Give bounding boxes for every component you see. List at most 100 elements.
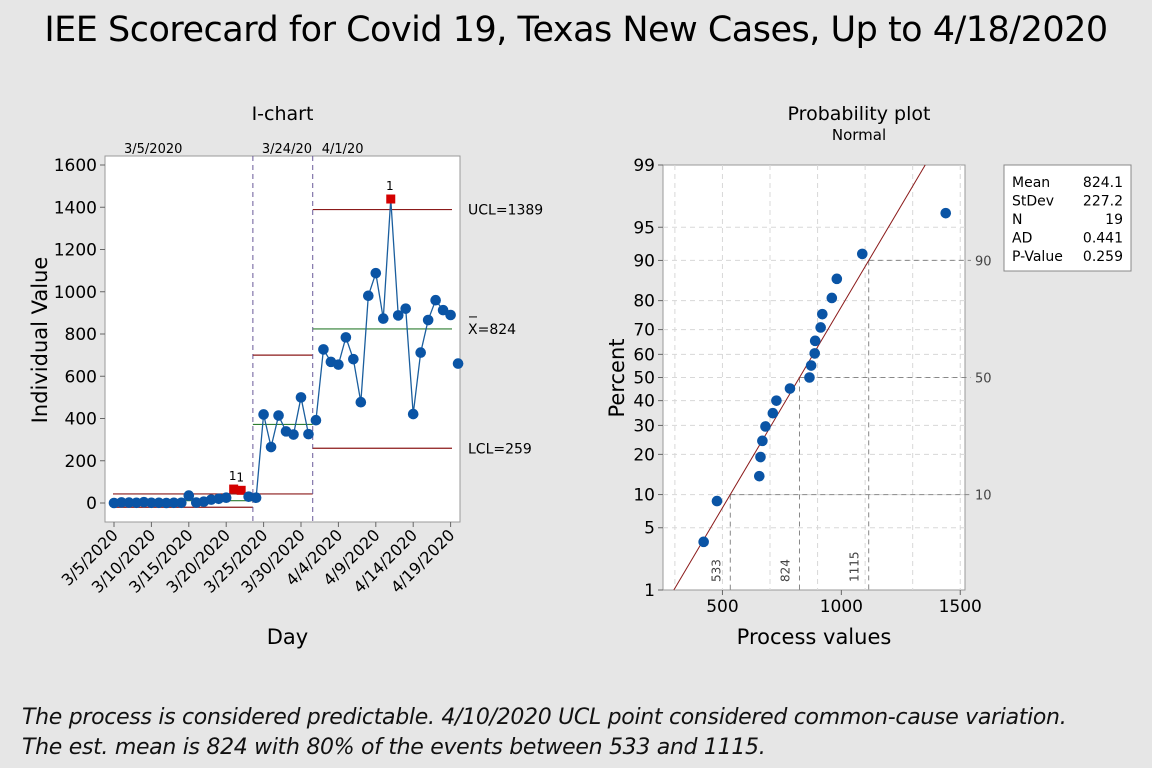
data-point [348,353,359,365]
y-tick-label: 1400 [54,198,97,218]
ref-value-label: 533 [709,559,723,582]
data-point [123,497,135,508]
data-point [161,497,172,509]
prob-data-point [804,372,815,383]
prob-y-tick-label: 10 [633,486,655,506]
data-point [445,309,456,321]
prob-y-tick-label: 95 [633,218,655,238]
data-point [295,392,307,403]
data-point [153,497,165,509]
rule-flag-label: 1 [386,179,394,193]
prob-data-point [698,536,709,548]
stats-value: 19 [1105,212,1123,228]
prob-data-point [757,435,768,447]
i-chart-x-label: Day [267,625,308,649]
data-point [318,344,329,355]
data-point [258,409,269,420]
stats-legend-box [1003,164,1132,272]
prob-x-label: Process values [737,625,892,649]
prob-y-tick-label: 99 [633,156,655,176]
data-point [310,414,322,426]
prob-y-tick-label: 20 [633,445,655,465]
data-point [265,441,277,453]
data-point [176,497,187,509]
data-point [415,347,426,358]
data-point [250,492,262,504]
prob-data-point [826,292,838,304]
lcl-label: LCL=259 [468,441,532,457]
stage-label: 3/24/20 [262,142,312,157]
footnote-line-1: The process is considered predictable. 4… [22,705,1067,730]
data-point [363,290,374,302]
footnote: The process is considered predictable. 4… [22,703,1067,763]
prob-plot-title: Probability plot [788,103,931,125]
data-point [183,490,195,501]
footnote-line-2: The est. mean is 824 with 80% of the eve… [22,735,766,760]
stats-label: N [1012,212,1022,228]
prob-data-point [831,273,843,285]
y-tick-label: 600 [65,367,97,387]
prob-data-point [755,451,766,463]
main-title: IEE Scorecard for Covid 19, Texas New Ca… [44,10,1108,50]
data-point [407,408,419,420]
prob-y-tick-label: 5 [644,519,655,539]
mean-label: X=824 [468,322,516,338]
prob-data-point [754,470,765,482]
prob-y-tick-label: 1 [644,581,655,601]
data-point [392,310,404,321]
data-point [430,294,441,306]
data-point [303,428,314,440]
prob-x-tick-label: 1000 [820,597,863,617]
y-tick-label: 0 [86,494,97,514]
i-chart-plot-area [104,155,461,523]
prob-data-point [805,360,817,371]
prob-y-tick-label: 50 [633,369,655,389]
rule-flag-label: 1 [229,469,237,483]
i-chart-title: I-chart [252,103,314,125]
stats-value: 824.1 [1083,175,1123,191]
y-tick-label: 1600 [54,156,97,176]
prob-data-point [771,395,782,406]
ref-value-label: 824 [778,559,792,582]
prob-data-point [784,383,796,394]
prob-data-point [856,248,868,260]
prob-data-point [760,421,771,432]
ref-percent-label: 50 [975,372,992,387]
i-chart-y-label: Individual Value [28,257,52,424]
ref-percent-label: 90 [975,254,992,269]
prob-y-tick-label: 60 [633,345,655,365]
data-point [355,396,367,408]
prob-y-tick-label: 30 [633,416,655,436]
stage-label: 4/1/20 [322,142,364,157]
out-of-control-point [236,485,246,495]
prob-data-point [809,348,821,359]
out-of-control-point [386,194,396,204]
prob-data-point [711,495,723,507]
stats-value: 0.259 [1083,249,1123,265]
prob-data-point [809,335,821,347]
data-point [340,332,352,343]
data-point [273,410,284,421]
data-point [288,429,299,440]
prob-y-tick-label: 90 [633,251,655,271]
y-tick-label: 200 [65,452,97,472]
stats-label: P-Value [1012,249,1063,265]
data-point [220,492,232,504]
rule-flag-label: 1 [236,470,244,484]
stats-label: AD [1012,231,1032,247]
prob-x-tick-label: 500 [706,597,738,617]
prob-y-tick-label: 80 [633,292,655,312]
y-tick-label: 1000 [54,283,97,303]
data-point [116,497,127,508]
data-point [333,359,344,370]
data-point [437,304,449,316]
y-tick-label: 400 [65,410,97,430]
data-point [146,497,157,509]
stats-value: 0.441 [1083,231,1123,247]
series-line [255,397,310,498]
data-point [400,303,412,314]
prob-y-tick-label: 40 [633,392,655,412]
prob-x-tick-label: 1500 [939,597,982,617]
ref-value-label: 1115 [848,551,862,582]
y-tick-label: 800 [65,325,97,345]
